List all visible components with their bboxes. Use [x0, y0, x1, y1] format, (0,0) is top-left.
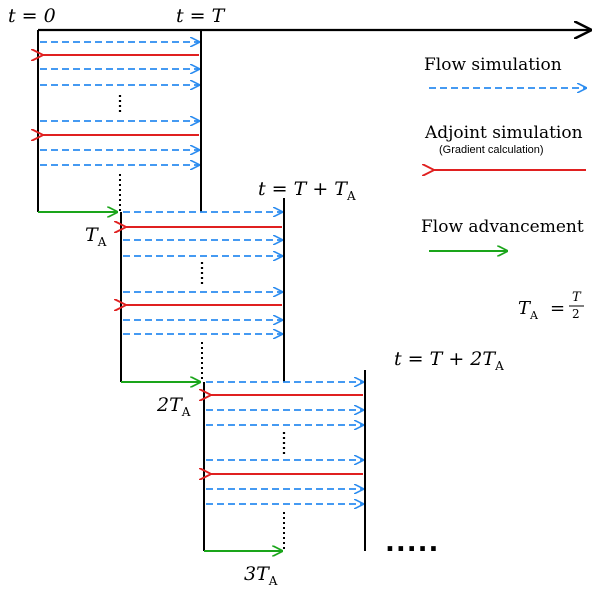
label-tT-TA: t = T + TA: [258, 178, 356, 203]
label-tT: t = T: [176, 5, 226, 27]
formula-lhs: TA: [518, 298, 539, 322]
label-2TA: 2TA: [156, 394, 191, 419]
legend-adjoint-sublabel: (Gradient calculation): [439, 144, 544, 156]
formula-eq: =: [550, 298, 565, 319]
label-3TA: 3TA: [244, 563, 278, 588]
window-block-1: TA: [38, 30, 202, 249]
flow-arrows: [206, 382, 363, 504]
legend-formula: TA = T 2: [518, 290, 584, 322]
flow-arrows: [123, 212, 282, 334]
legend-adjoint-label: Adjoint simulation: [424, 123, 583, 143]
window-block-3: 3TA: [204, 370, 366, 588]
flow-arrows: [40, 42, 199, 165]
formula-numerator: T: [572, 290, 582, 305]
label-t0: t = 0: [8, 5, 56, 27]
label-tT-2TA: t = T + 2TA: [394, 348, 504, 373]
legend: Flow simulation Adjoint simulation (Grad…: [421, 55, 586, 322]
window-block-2: 2TA: [121, 198, 285, 419]
formula-denominator: 2: [572, 307, 580, 321]
legend-flow-label: Flow simulation: [424, 55, 562, 75]
legend-advance-label: Flow advancement: [421, 217, 584, 237]
continuation-dots: .....: [385, 528, 439, 558]
label-TA: TA: [85, 224, 107, 249]
